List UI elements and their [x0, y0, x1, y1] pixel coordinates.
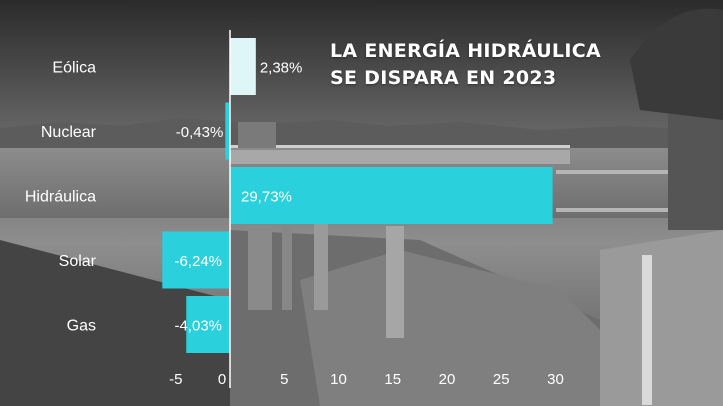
x-tick-label: 10 [330, 371, 347, 388]
chart-title-line2: SE DISPARA EN 2023 [330, 67, 557, 89]
bar-eólica [230, 38, 256, 95]
category-label: Nuclear [41, 124, 97, 141]
bar-hidráulica [230, 167, 553, 224]
value-label: 2,38% [260, 60, 303, 77]
x-tick-label: 0 [218, 371, 226, 388]
x-tick-label: 30 [547, 371, 564, 388]
value-label: -0,43% [176, 124, 224, 141]
x-tick-label: -5 [169, 371, 182, 388]
chart-title-line1: LA ENERGÍA HIDRÁULICA [330, 40, 601, 62]
x-tick-label: 25 [493, 371, 510, 388]
value-label: -4,03% [174, 318, 222, 335]
bar-solar [162, 231, 230, 289]
x-tick-label: 20 [439, 371, 456, 388]
x-tick-label: 15 [384, 371, 401, 388]
category-label: Gas [67, 318, 96, 335]
category-label: Solar [59, 253, 97, 270]
chart-title: LA ENERGÍA HIDRÁULICA SE DISPARA EN 2023 [330, 38, 630, 92]
bar-gas [186, 296, 230, 353]
x-tick-label: 5 [280, 371, 288, 388]
category-label: Eólica [52, 60, 96, 77]
bar-nuclear [225, 102, 230, 160]
value-label: -6,24% [174, 253, 222, 270]
category-label: Hidráulica [25, 189, 96, 206]
value-label: 29,73% [241, 189, 292, 206]
